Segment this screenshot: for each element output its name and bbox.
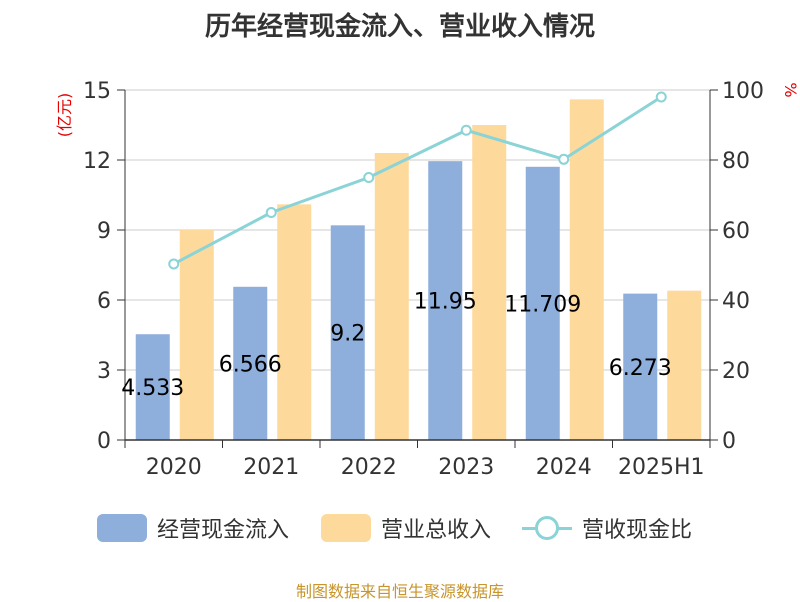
data-label-cash-inflow: 6.566	[219, 352, 282, 377]
legend-swatch-ratio	[522, 514, 572, 542]
legend-item-cash-inflow[interactable]: 经营现金流入	[97, 512, 289, 544]
grid-lines	[125, 89, 710, 371]
bar-revenue	[179, 230, 214, 440]
source-note: 制图数据来自恒生聚源数据库	[295, 582, 504, 601]
right-axis-unit: %	[781, 82, 800, 97]
right-tick-label: 40	[722, 289, 750, 314]
left-tick-label: 6	[97, 289, 111, 314]
legend-label-ratio: 营收现金比	[582, 518, 693, 543]
right-tick-label: 80	[722, 149, 750, 174]
right-tick-label: 60	[722, 219, 750, 244]
legend-item-ratio[interactable]: 营收现金比	[522, 512, 692, 544]
bar-cash-inflow	[233, 286, 268, 440]
left-axis-unit: (亿元)	[55, 93, 74, 138]
data-label-cash-inflow: 4.533	[121, 376, 184, 401]
ratio-point	[655, 91, 667, 103]
x-tick-label: 2025H1	[618, 455, 705, 480]
chart-title: 历年经营现金流入、营业收入情况	[204, 12, 595, 42]
bar-revenue	[472, 125, 507, 440]
right-tick-label: 100	[722, 79, 764, 104]
left-tick-label: 9	[97, 219, 111, 244]
x-tick-label: 2024	[536, 455, 592, 480]
bar-cash-inflow	[623, 293, 658, 440]
bar-revenue	[374, 153, 409, 440]
left-tick-label: 0	[97, 429, 111, 454]
x-tick-label: 2022	[341, 455, 397, 480]
data-label-cash-inflow: 9.2	[330, 322, 365, 347]
ratio-point	[168, 258, 180, 270]
right-tick-label: 20	[722, 359, 750, 384]
left-tick-label: 12	[83, 149, 111, 174]
ratio-line	[168, 91, 667, 270]
data-labels: 4.533 6.566 9.2 11.95 11.709 6.273	[121, 290, 671, 402]
legend-label-revenue: 营业总收入	[381, 518, 492, 543]
x-tick-label: 2021	[243, 455, 299, 480]
ratio-point	[265, 207, 277, 218]
data-label-cash-inflow: 6.273	[609, 356, 672, 381]
ratio-line-path	[173, 95, 663, 266]
left-tick-label: 15	[83, 79, 111, 104]
ratio-point	[558, 153, 570, 165]
legend-item-revenue[interactable]: 营业总收入	[321, 512, 491, 544]
ratio-point	[363, 172, 375, 183]
bar-cash-inflow	[330, 225, 365, 440]
bar-cash-inflow	[135, 334, 170, 440]
bar-cash-inflow	[428, 161, 463, 440]
bar-revenue	[569, 99, 604, 440]
legend-label-cash-inflow: 经营现金流入	[157, 518, 290, 543]
left-tick-label: 3	[97, 359, 111, 384]
legend: 经营现金流入 营业总收入 营收现金比	[0, 512, 800, 556]
x-tick-label: 2023	[438, 455, 494, 480]
bars	[135, 99, 702, 441]
legend-swatch-revenue	[321, 514, 371, 542]
axes: 0 3 6 9 12 15 0 20 40 60 80 100 (亿元)% 2020 2021 2022 202…	[55, 79, 800, 480]
data-label-cash-inflow: 11.95	[414, 290, 477, 315]
legend-swatch-cash-inflow	[97, 514, 147, 542]
data-label-cash-inflow: 11.709	[504, 292, 581, 317]
bar-cash-inflow	[525, 166, 560, 441]
ratio-point	[460, 124, 472, 136]
bar-revenue	[277, 204, 312, 440]
right-tick-label: 0	[722, 429, 736, 454]
x-tick-label: 2020	[146, 455, 202, 480]
bar-revenue	[667, 290, 702, 440]
